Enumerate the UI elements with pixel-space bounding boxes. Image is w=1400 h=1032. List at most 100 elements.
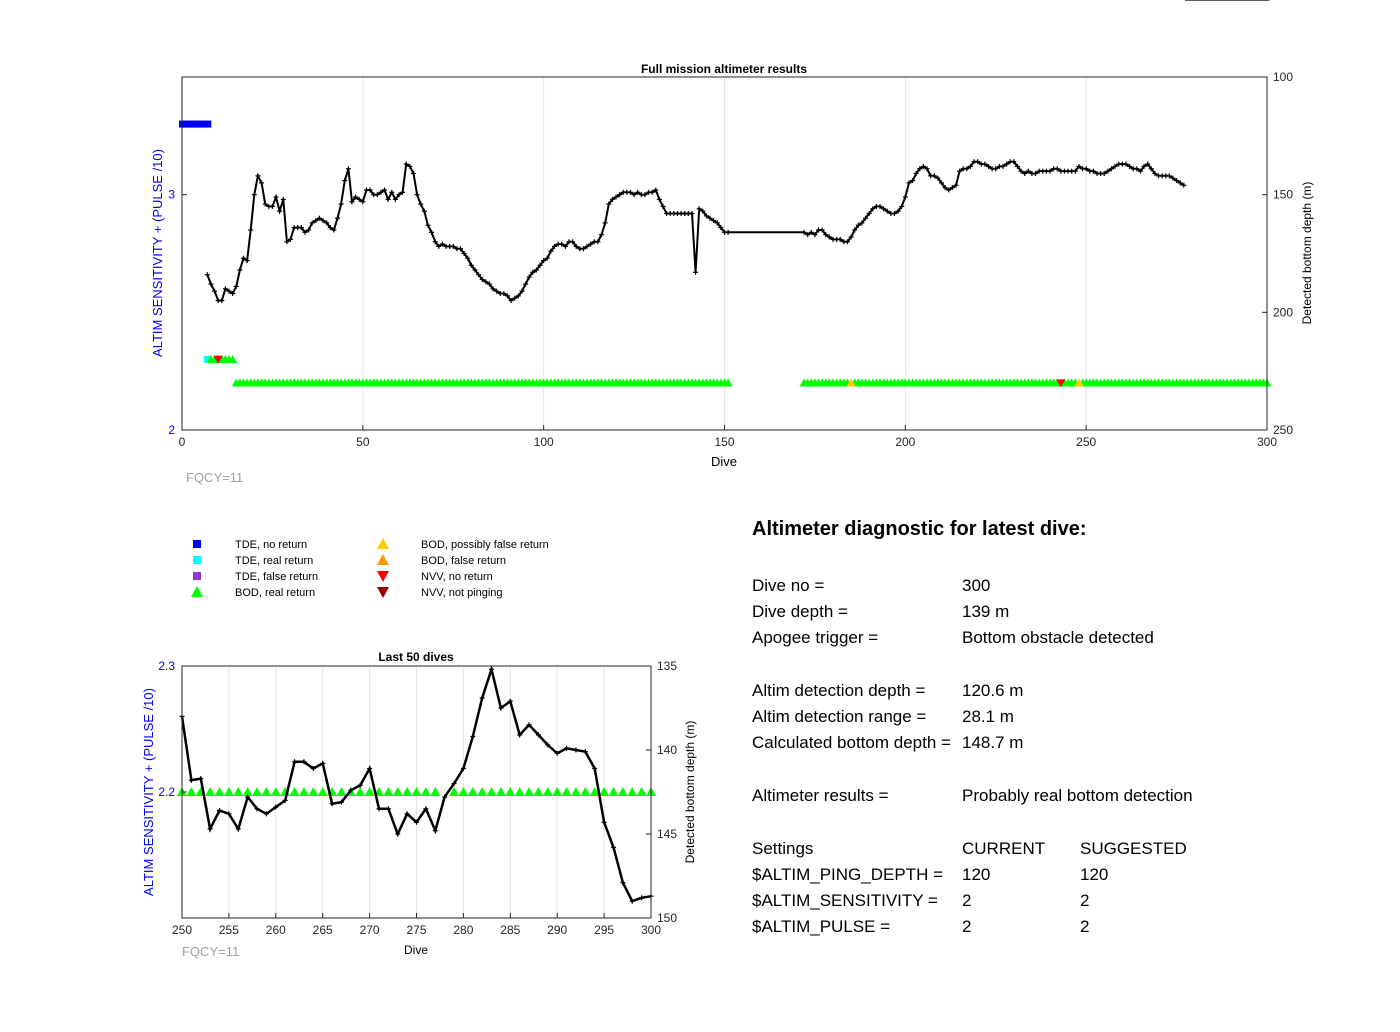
- depth-point: [1181, 182, 1187, 188]
- depth-point: [1166, 173, 1172, 179]
- bod-real-return-marker: [298, 787, 309, 796]
- depth-point: [1083, 166, 1089, 172]
- depth-point: [554, 750, 560, 756]
- depth-point: [479, 695, 485, 701]
- bod-real-return-marker: [449, 787, 460, 796]
- nvv-no-return-marker: [1056, 379, 1066, 388]
- depth-point: [620, 880, 626, 886]
- depth-point: [226, 811, 232, 817]
- depth-point: [910, 178, 916, 184]
- depth-point: [920, 163, 926, 169]
- depth-point: [1072, 168, 1078, 174]
- det-depth-value: 120.6 m: [962, 681, 1024, 700]
- depth-point: [891, 210, 897, 216]
- depth-point: [240, 255, 246, 261]
- chart2-x-label: Dive: [404, 943, 428, 957]
- depth-point: [533, 267, 539, 273]
- depth-point: [490, 286, 496, 292]
- depth-point: [439, 241, 445, 247]
- apogee-value: Bottom obstacle detected: [962, 628, 1154, 647]
- last-50-dives-chart: Last 50 dives 250 255 260 265 270 275 280 285 29…: [141, 650, 697, 959]
- depth-point: [324, 220, 330, 226]
- depth-point: [544, 255, 550, 261]
- bod-real-return-marker: [228, 354, 238, 363]
- depth-point: [460, 765, 466, 771]
- bod-possibly-false-marker: [846, 378, 856, 387]
- tde-real-return-marker: [203, 355, 211, 363]
- depth-point: [259, 180, 265, 186]
- bod-real-return-marker: [608, 787, 619, 796]
- depth-point: [823, 232, 829, 238]
- depth-point: [327, 225, 333, 231]
- dive-depth-label: Dive depth =: [752, 602, 848, 621]
- depth-point: [280, 196, 286, 202]
- x-tick-label: 250: [1076, 435, 1096, 449]
- depth-point: [512, 295, 518, 301]
- depth-point: [570, 239, 576, 245]
- chart2-left-axis: 2.2 2.3: [158, 659, 187, 799]
- depth-point: [617, 192, 623, 198]
- bod-real-return-marker: [317, 787, 328, 796]
- bod-real-return-marker: [524, 787, 535, 796]
- depth-point: [693, 269, 699, 275]
- depth-point: [881, 206, 887, 212]
- depth-point: [975, 159, 981, 165]
- depth-point: [1076, 163, 1082, 169]
- depth-point: [320, 760, 326, 766]
- y-right-tick-label: 145: [657, 827, 677, 841]
- depth-point: [376, 806, 382, 812]
- sensitivity-current: 2: [962, 891, 972, 910]
- depth-point: [629, 898, 635, 904]
- depth-point: [573, 747, 579, 753]
- depth-point: [298, 225, 304, 231]
- depth-point: [212, 288, 218, 294]
- legend-triangle-up-icon: [377, 554, 389, 565]
- det-range-label: Altim detection range =: [752, 707, 927, 726]
- legend-item: NVV, no return: [377, 571, 493, 583]
- legend-item: BOD, possibly false return: [377, 538, 549, 551]
- depth-point: [660, 203, 666, 209]
- depth-point: [535, 732, 541, 738]
- depth-point: [649, 189, 655, 195]
- depth-point: [338, 799, 344, 805]
- depth-point: [552, 243, 558, 249]
- y-left-tick-label: 2.2: [158, 785, 175, 799]
- chart1-x-ticks: 0 50 100 150 200 250 300: [179, 425, 1277, 449]
- depth-point: [348, 787, 354, 793]
- depth-point: [316, 215, 322, 221]
- depth-point: [188, 777, 194, 783]
- x-tick-label: 0: [179, 435, 186, 449]
- depth-point: [461, 251, 467, 256]
- depth-point: [331, 227, 337, 233]
- depth-point: [1004, 161, 1010, 167]
- depth-point: [1112, 163, 1118, 169]
- bod-real-return-marker: [505, 787, 516, 796]
- depth-point: [1018, 168, 1024, 174]
- x-tick-label: 280: [453, 923, 473, 937]
- tde-no-return-marker: [186, 120, 194, 128]
- depth-point: [198, 776, 204, 782]
- bod-real-return-marker: [214, 787, 225, 796]
- depth-point: [385, 806, 391, 812]
- depth-point: [580, 246, 586, 252]
- depth-point: [486, 281, 492, 287]
- legend-label: TDE, real return: [235, 555, 313, 567]
- depth-point: [505, 293, 510, 299]
- bod-real-return-marker: [570, 787, 581, 796]
- legend-label: BOD, possibly false return: [421, 539, 549, 551]
- depth-point: [1141, 163, 1147, 169]
- bod-real-return-marker: [458, 787, 469, 796]
- full-mission-chart: Full mission altimeter results 0 50 100 150…: [150, 0, 1314, 485]
- depth-point: [479, 276, 485, 282]
- depth-point: [559, 241, 565, 247]
- depth-point: [653, 187, 659, 193]
- depth-point: [1148, 166, 1154, 172]
- pulse-label: $ALTIM_PULSE =: [752, 917, 891, 936]
- det-range-value: 28.1 m: [962, 707, 1014, 726]
- chart1-left-axis: 23: [168, 188, 187, 437]
- legend-item: TDE, real return: [193, 555, 313, 567]
- depth-point: [635, 189, 641, 195]
- chart1-fqcy-annotation: FQCY=11: [186, 470, 243, 485]
- diagnostic-panel: Altimeter diagnostic for latest dive: Di…: [752, 518, 1352, 936]
- depth-point: [436, 243, 442, 249]
